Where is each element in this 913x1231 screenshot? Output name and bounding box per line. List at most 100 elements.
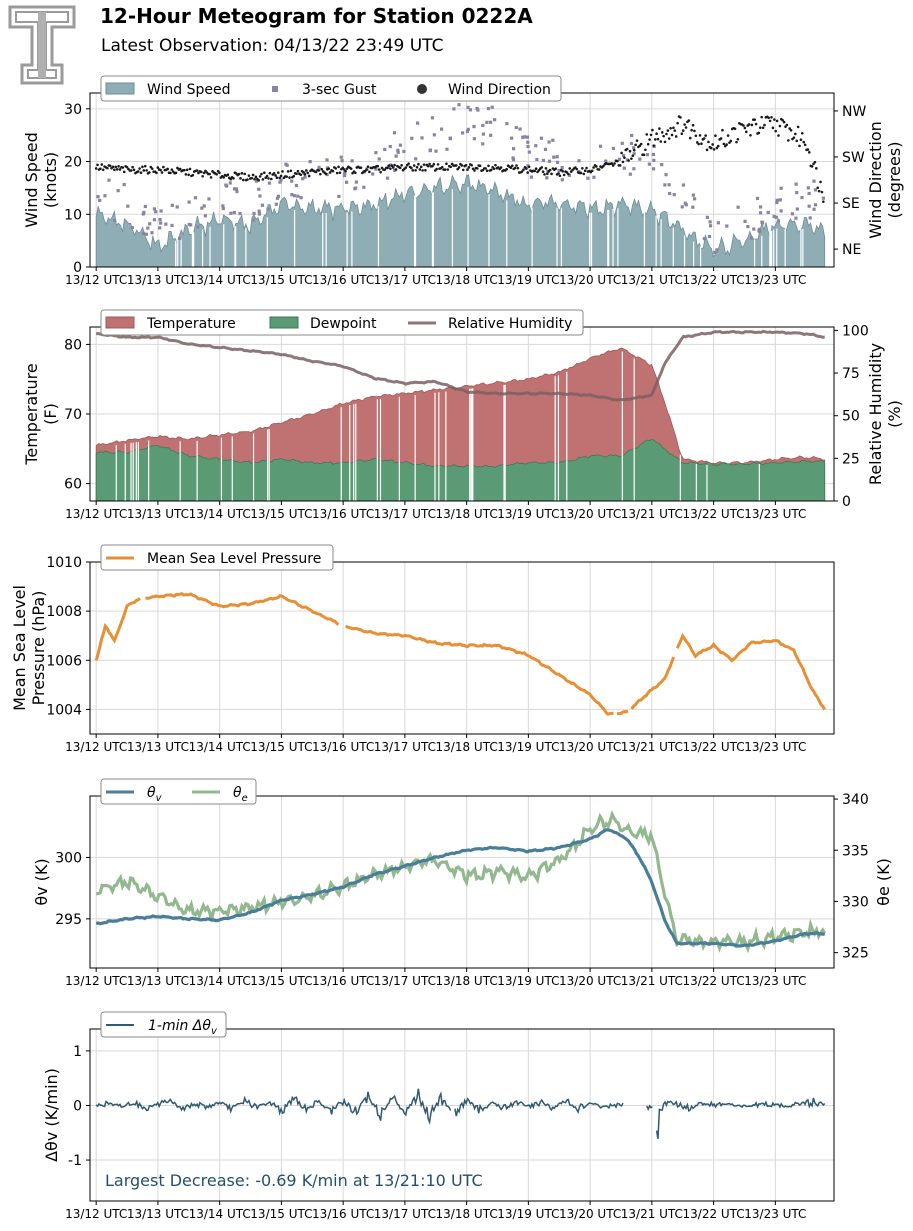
gust-point [130,226,134,230]
direction-point [199,170,203,174]
direction-point [345,167,349,170]
direction-point [813,160,817,164]
gust-point [794,182,798,186]
gust-point [158,226,162,230]
gust-point [617,157,621,161]
direction-point [454,164,458,167]
direction-point [777,134,780,137]
direction-point [666,129,670,132]
direction-point [653,138,657,141]
direction-point [655,132,658,136]
gust-point [693,197,697,201]
direction-point [712,148,716,151]
direction-point [747,123,751,126]
direction-point [819,180,822,184]
y2-tick-label: 50 [842,409,860,425]
direction-point [410,166,413,170]
page-title: 12-Hour Meteogram for Station 0222A [100,4,533,28]
direction-point [156,166,160,169]
gust-point [736,205,740,209]
direction-point [467,166,471,169]
gust-point [505,121,509,126]
direction-point [365,168,368,171]
gust-point [493,118,497,122]
direction-point [285,175,289,178]
gust-point [308,160,312,164]
direction-point [278,176,282,180]
direction-point [131,165,134,169]
gust-point [170,203,174,207]
direction-point [697,142,700,146]
direction-point [544,166,548,170]
gust-point [278,180,282,184]
direction-point [292,174,296,178]
legend-label: Temperature [146,316,236,332]
direction-point [796,125,800,129]
gust-point [203,214,207,218]
direction-point [583,169,587,173]
gust-point [377,157,381,161]
direction-point [268,171,272,175]
y2-axis-label: θe (K) [874,858,893,906]
gust-point [681,183,686,187]
gust-point [621,153,626,158]
direction-point [510,164,514,168]
direction-point [209,176,213,179]
gust-point [325,166,330,170]
gust-point [525,135,530,139]
direction-point [247,174,251,177]
direction-point [688,136,692,140]
gust-point [146,226,150,230]
y2-tick-label: SE [842,196,860,212]
x-tick-label: 13/13 UTC [127,273,189,287]
gust-point [414,157,418,161]
temperature-panel: 13/12 UTC 13/13 UTC 13/14 UTC 13/15 UTC 13/1… [22,309,904,521]
direction-point [254,175,258,179]
x-tick-label: 13/22 UTC [683,273,745,287]
direction-point [789,128,793,132]
x-tick-label: 13/20 UTC [559,273,621,287]
direction-point [781,118,785,122]
direction-point [121,166,125,169]
plot-frame [89,561,835,735]
direction-point [185,168,189,172]
direction-point [775,119,779,123]
x-tick-label: 13/12 UTC [65,273,127,287]
x-tick-label: 13/15 UTC [250,273,312,287]
y-axis-label: Temperature(F) [22,363,60,465]
direction-point [155,171,158,175]
direction-point [681,129,685,132]
x-tick-label: 13/17 UTC [374,507,436,521]
direction-point [145,169,148,172]
direction-point [407,162,410,165]
direction-point [683,123,686,126]
gust-point [772,214,776,219]
direction-point [558,174,562,178]
x-tick-label: 13/18 UTC [436,1207,498,1221]
direction-point [275,176,279,179]
x-tick-label: 13/14 UTC [189,974,251,988]
gust-point [274,202,278,206]
direction-point [306,171,310,175]
gust-point [260,203,264,207]
gust-point [749,236,754,240]
dewpoint-area [95,438,826,502]
gust-point [813,188,818,192]
x-tick-label: 13/15 UTC [250,740,312,754]
direction-point [136,170,140,173]
gust-point [776,219,781,223]
direction-point [460,164,464,167]
gust-point [752,227,756,231]
direction-point [132,168,136,172]
direction-point [667,137,671,140]
direction-point [174,171,178,175]
legend-label: Mean Sea Level Pressure [147,551,321,567]
direction-point [630,157,633,160]
direction-point [659,140,663,143]
direction-point [432,162,436,166]
gust-point [343,173,347,177]
gust-point [812,179,816,183]
direction-point [533,169,537,173]
direction-point [753,118,756,121]
direction-point [436,163,440,166]
